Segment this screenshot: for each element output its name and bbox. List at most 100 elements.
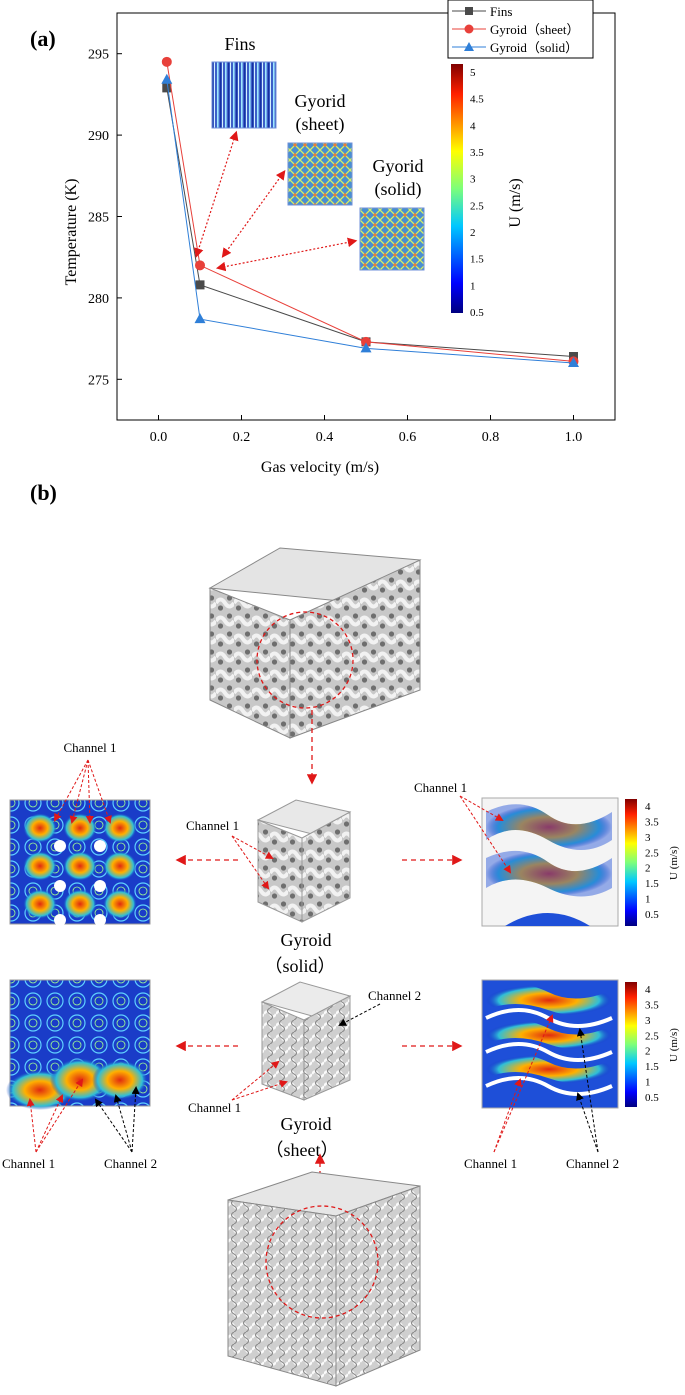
- colorbar-tick-label: 1: [645, 1077, 651, 1089]
- sheet-side-section-velocity: [481, 979, 619, 1109]
- solid-center-channel1-label: Channel 1: [186, 818, 239, 833]
- legend-marker-sheet: [464, 24, 474, 34]
- x-tick-label: 0.2: [233, 430, 251, 445]
- solid-left-arrows: [54, 759, 112, 824]
- colorbar-tick-label: 4.5: [470, 94, 484, 106]
- colorbar-tick-label: 1.5: [645, 1061, 659, 1073]
- velocity-hotspot: [23, 851, 57, 881]
- y-tick-label: 295: [88, 48, 109, 63]
- sheet-right-channel2-label: Channel 2: [566, 1156, 619, 1171]
- channel-hole: [94, 914, 106, 926]
- legend-marker-solid: [464, 42, 474, 51]
- colorbar-tick-label: 2.5: [645, 847, 659, 859]
- colorbar-b-sheet-label: U (m/s): [668, 1028, 680, 1062]
- sheet-left-ch1-arrows: [26, 1078, 84, 1153]
- y-axis: 275 280 285 290 295: [88, 48, 122, 388]
- solid-cross-section-velocity: [9, 799, 151, 926]
- legend: Fins Gyroid（sheet） Gyroid（solid）: [447, 0, 594, 59]
- velocity-hotspot: [103, 889, 137, 919]
- x-tick-label: 0.0: [150, 430, 168, 445]
- sheet-right-channel1-label: Channel 1: [464, 1156, 517, 1171]
- arrow-solid: [215, 237, 358, 272]
- colorbar-a: [451, 64, 463, 313]
- colorbar-tick-label: 2.5: [470, 200, 484, 212]
- inset-solid-velocity: [359, 207, 425, 271]
- zoom-circle-solid: [256, 611, 354, 709]
- channel-hole: [54, 840, 66, 852]
- legend-label-fins: Fins: [490, 4, 512, 19]
- data-point: [195, 260, 205, 271]
- colorbar-tick-label: 5: [470, 67, 476, 79]
- colorbar-tick-label: 1: [645, 894, 651, 906]
- sheet-right-ch2-arrows: [576, 1028, 599, 1153]
- colorbar-tick-label: 2.5: [645, 1030, 659, 1042]
- inset-title-fins: Fins: [224, 34, 255, 54]
- sheet-cross-section-velocity: [6, 979, 151, 1110]
- sheet-center-channel2-arrow: [338, 1003, 381, 1026]
- legend-label-sheet: Gyroid（sheet）: [490, 22, 580, 37]
- colorbar-tick-label: 1.5: [645, 878, 659, 890]
- gyroid-solid-cube: [208, 547, 422, 739]
- colorbar-tick-label: 4: [470, 120, 476, 132]
- channel-hole: [94, 880, 106, 892]
- series-line-0: [166, 87, 574, 358]
- channel-hole: [94, 840, 106, 852]
- gyroid-solid-name: Gyroid: [281, 930, 332, 950]
- channel-hole: [54, 914, 66, 926]
- y-tick-label: 285: [88, 211, 109, 226]
- colorbar-tick-label: 0.5: [645, 1092, 659, 1104]
- colorbar-tick-label: 2: [470, 227, 476, 239]
- sheet-left-channel1-label: Channel 1: [2, 1156, 55, 1171]
- solid-right-arrows: [459, 795, 512, 874]
- inset-title-solid-2: (solid): [375, 179, 422, 200]
- data-point: [360, 342, 372, 353]
- sheet-center-arrows: [231, 1060, 288, 1101]
- series-line-2: [166, 79, 574, 364]
- inset-title-solid-1: Gyorid: [373, 156, 424, 176]
- sheet-left-channel2-label: Channel 2: [104, 1156, 157, 1171]
- y-tick-label: 280: [88, 292, 109, 307]
- solid-left-channel1-label: Channel 1: [63, 740, 116, 755]
- colorbar-tick-label: 2: [645, 863, 651, 875]
- gyroid-sheet-name: Gyroid: [281, 1114, 332, 1134]
- colorbar-tick-label: 3: [470, 174, 476, 186]
- solid-side-section-velocity: [481, 797, 619, 927]
- legend-marker-fins: [465, 7, 473, 15]
- colorbar-b-solid-label: U (m/s): [668, 846, 680, 880]
- sheet-left-ch2-arrows: [94, 1086, 140, 1153]
- series-group: [161, 56, 579, 368]
- colorbar-tick-label: 3: [645, 1015, 651, 1027]
- data-point: [361, 336, 371, 347]
- sheet-right-ch1-arrows: [493, 1014, 554, 1153]
- colorbar-b-sheet: [625, 982, 637, 1107]
- x-tick-label: 0.4: [316, 430, 334, 445]
- data-point: [161, 73, 173, 84]
- colorbar-tick-label: 3.5: [470, 147, 484, 159]
- gyroid-sheet-cube: [227, 1171, 421, 1387]
- y-axis-title: Temperature (K): [63, 179, 80, 286]
- data-point: [195, 280, 205, 290]
- velocity-hotspot: [23, 889, 57, 919]
- x-axis-title: Gas velocity (m/s): [261, 459, 379, 476]
- colorbar-tick-label: 4: [645, 984, 651, 996]
- data-point: [194, 313, 206, 324]
- x-tick-label: 0.6: [399, 430, 417, 445]
- zoom-circle-sheet: [265, 1205, 379, 1319]
- y-tick-label: 275: [88, 373, 109, 388]
- colorbar-a-label: U (m/s): [507, 178, 524, 227]
- series-line-1: [166, 61, 574, 362]
- x-tick-label: 1.0: [565, 430, 583, 445]
- colorbar-b-solid-ticks: 4 3.5 3 2.5 2 1.5 1 0.5: [645, 801, 659, 921]
- arrow-sheet: [221, 170, 286, 258]
- line-chart: 0.0 0.2 0.4 0.6 0.8 1.0 275 280 285 290 295 Gas v…: [63, 0, 616, 476]
- inset-title-sheet-1: Gyorid: [295, 91, 346, 111]
- gyroid-sheet-type: （sheet）: [266, 1140, 339, 1160]
- legend-label-solid: Gyroid（solid）: [490, 40, 578, 55]
- colorbar-tick-label: 3: [645, 832, 651, 844]
- colorbar-tick-label: 1: [470, 280, 476, 292]
- inset-sheet-velocity: [287, 142, 353, 206]
- velocity-hotspot: [63, 813, 97, 843]
- colorbar-tick-label: 2: [645, 1046, 651, 1058]
- panel-a-label: (a): [30, 26, 56, 51]
